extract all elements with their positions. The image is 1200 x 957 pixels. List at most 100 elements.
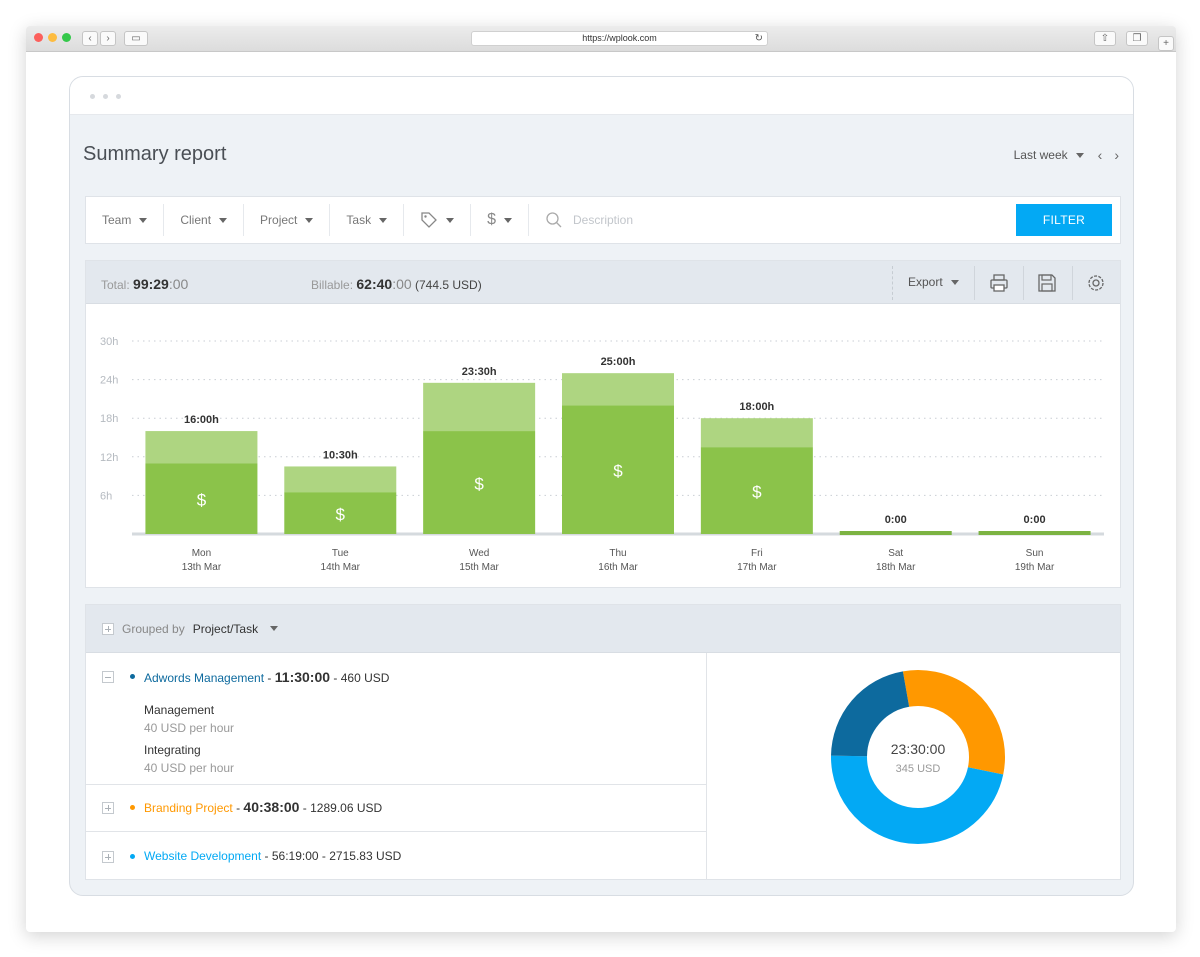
bar-data-label: 0:00 [885,514,907,526]
x-tick-label: Sun [1026,548,1044,559]
project-color-dot [130,674,135,679]
task-item: Integrating 40 USD per hour [144,743,234,775]
divider [974,266,975,300]
list-item: Adwords Management - 11:30:00 - 460 USD … [86,653,707,785]
bar-billable [284,492,397,534]
chevron-down-icon [446,217,455,223]
donut-center-time: 23:30:00 [891,741,946,757]
filter-team-dropdown[interactable]: Team [86,204,165,236]
search-icon [546,212,562,228]
project-amount: - 1289.06 USD [302,801,383,815]
address-bar[interactable]: https://wplook.com ↻ [471,31,768,46]
close-window-button[interactable] [34,33,43,42]
bar-chart: 6h 12h 18h 24h 30h $16:00h Mon 13th Mar $10:30h T… [100,336,1104,573]
project-amount: - 2715.83 USD [321,849,402,863]
window-dot [103,94,108,99]
project-color-dot [130,854,135,859]
window-dot [90,94,95,99]
bar-zero [839,531,952,535]
project-time: 40:38:00 [243,799,300,815]
print-icon[interactable] [988,272,1010,294]
list-item: Website Development - 56:19:00 - 2715.83… [86,832,707,880]
donut-segment [831,670,1005,844]
x-tick-date: 14th Mar [321,562,361,573]
group-by-value[interactable]: Project/Task [192,621,259,636]
chevron-down-icon [305,217,314,223]
task-rate: 40 USD per hour [144,761,235,775]
chart-card: Total: 99:29:00 Billable: 62:40:00 (744.… [85,260,1121,588]
collapse-icon[interactable] [102,671,114,683]
tabs-icon[interactable]: ❐ [1126,31,1148,46]
project-name[interactable]: Website Development [144,849,262,863]
previous-period-icon[interactable]: ‹ [1097,147,1103,163]
project-color-dot [130,805,135,810]
task-name: Integrating [144,743,201,757]
x-tick-date: 19th Mar [1015,562,1055,573]
chevron-down-icon[interactable] [270,626,279,631]
project-list: Adwords Management - 11:30:00 - 460 USD … [86,653,707,880]
project-time: 11:30:00 [274,669,331,685]
filter-project-dropdown[interactable]: Project [244,204,331,236]
y-tick-label: 30h [100,336,118,348]
page-title: Summary report [83,143,227,165]
bar-data-label: 16:00h [184,414,219,426]
x-tick-label: Mon [192,548,211,559]
billable-dollar-icon: $ [752,483,762,502]
expand-icon[interactable] [102,851,114,863]
reload-icon[interactable]: ↻ [754,33,763,44]
new-tab-icon[interactable]: + [1158,36,1174,51]
browser-window: ‹ › ▭ https://wplook.com ↻ ⇧ ❐ + Summary… [26,26,1176,932]
filter-tags-dropdown[interactable] [404,204,472,236]
expand-icon[interactable] [102,802,114,814]
sidebar-icon[interactable]: ▭ [124,31,148,46]
back-icon[interactable]: ‹ [82,31,98,46]
filter-team-label: Team [102,213,132,227]
expand-all-icon[interactable] [102,622,114,635]
chevron-down-icon[interactable] [1075,152,1084,158]
filter-client-dropdown[interactable]: Client [164,204,245,236]
total-seconds: :00 [168,276,189,292]
filter-client-label: Client [180,213,212,227]
url-text: https://wplook.com [582,33,657,43]
chevron-down-icon[interactable] [950,279,959,285]
donut-chart: 23:30:00 345 USD [831,670,1005,844]
next-period-icon[interactable]: › [1114,147,1119,163]
divider [892,266,893,300]
date-range-label[interactable]: Last week [1013,148,1068,162]
app-window: Summary report Last week ‹ › Team Client… [69,76,1134,896]
y-tick-label: 24h [100,375,118,387]
export-label[interactable]: Export [908,275,943,289]
search-placeholder[interactable]: Description [572,213,634,227]
bar-data-label: 25:00h [601,356,636,368]
project-time: 56:19:00 [271,849,319,863]
task-name: Management [144,703,215,717]
filter-billable-dropdown[interactable]: $ [471,204,529,236]
export-dropdown[interactable]: Export [908,275,959,289]
filter-bar: Team Client Project Task [85,196,1121,244]
gear-icon[interactable] [1085,272,1107,294]
total-time: Total: 99:29:00 [101,276,188,292]
project-name[interactable]: Adwords Management [144,671,265,685]
project-name[interactable]: Branding Project [144,801,233,815]
date-range-selector[interactable]: Last week ‹ › [1014,147,1119,163]
y-tick-label: 12h [100,452,118,464]
total-value: 99:29 [133,276,169,292]
billable-dollar-icon: $ [613,462,623,481]
project-summary: Branding Project - 40:38:00 - 1289.06 US… [144,799,383,815]
task-item: Management 40 USD per hour [144,703,234,735]
bar-zero [978,531,1091,535]
filter-button[interactable]: FILTER [1016,204,1112,236]
maximize-window-button[interactable] [62,33,71,42]
bar-nonbillable [284,466,397,493]
filter-task-dropdown[interactable]: Task [330,204,405,236]
bar-data-label: 23:30h [462,366,497,378]
chevron-down-icon [379,217,388,223]
save-icon[interactable] [1036,272,1058,294]
donut-segment [831,670,1005,844]
y-tick-label: 18h [100,413,118,425]
minimize-window-button[interactable] [48,33,57,42]
forward-icon[interactable]: › [100,31,116,46]
share-icon[interactable]: ⇧ [1094,31,1116,46]
description-search[interactable]: Description [529,211,1016,229]
billable-dollar-icon: $ [336,505,346,524]
